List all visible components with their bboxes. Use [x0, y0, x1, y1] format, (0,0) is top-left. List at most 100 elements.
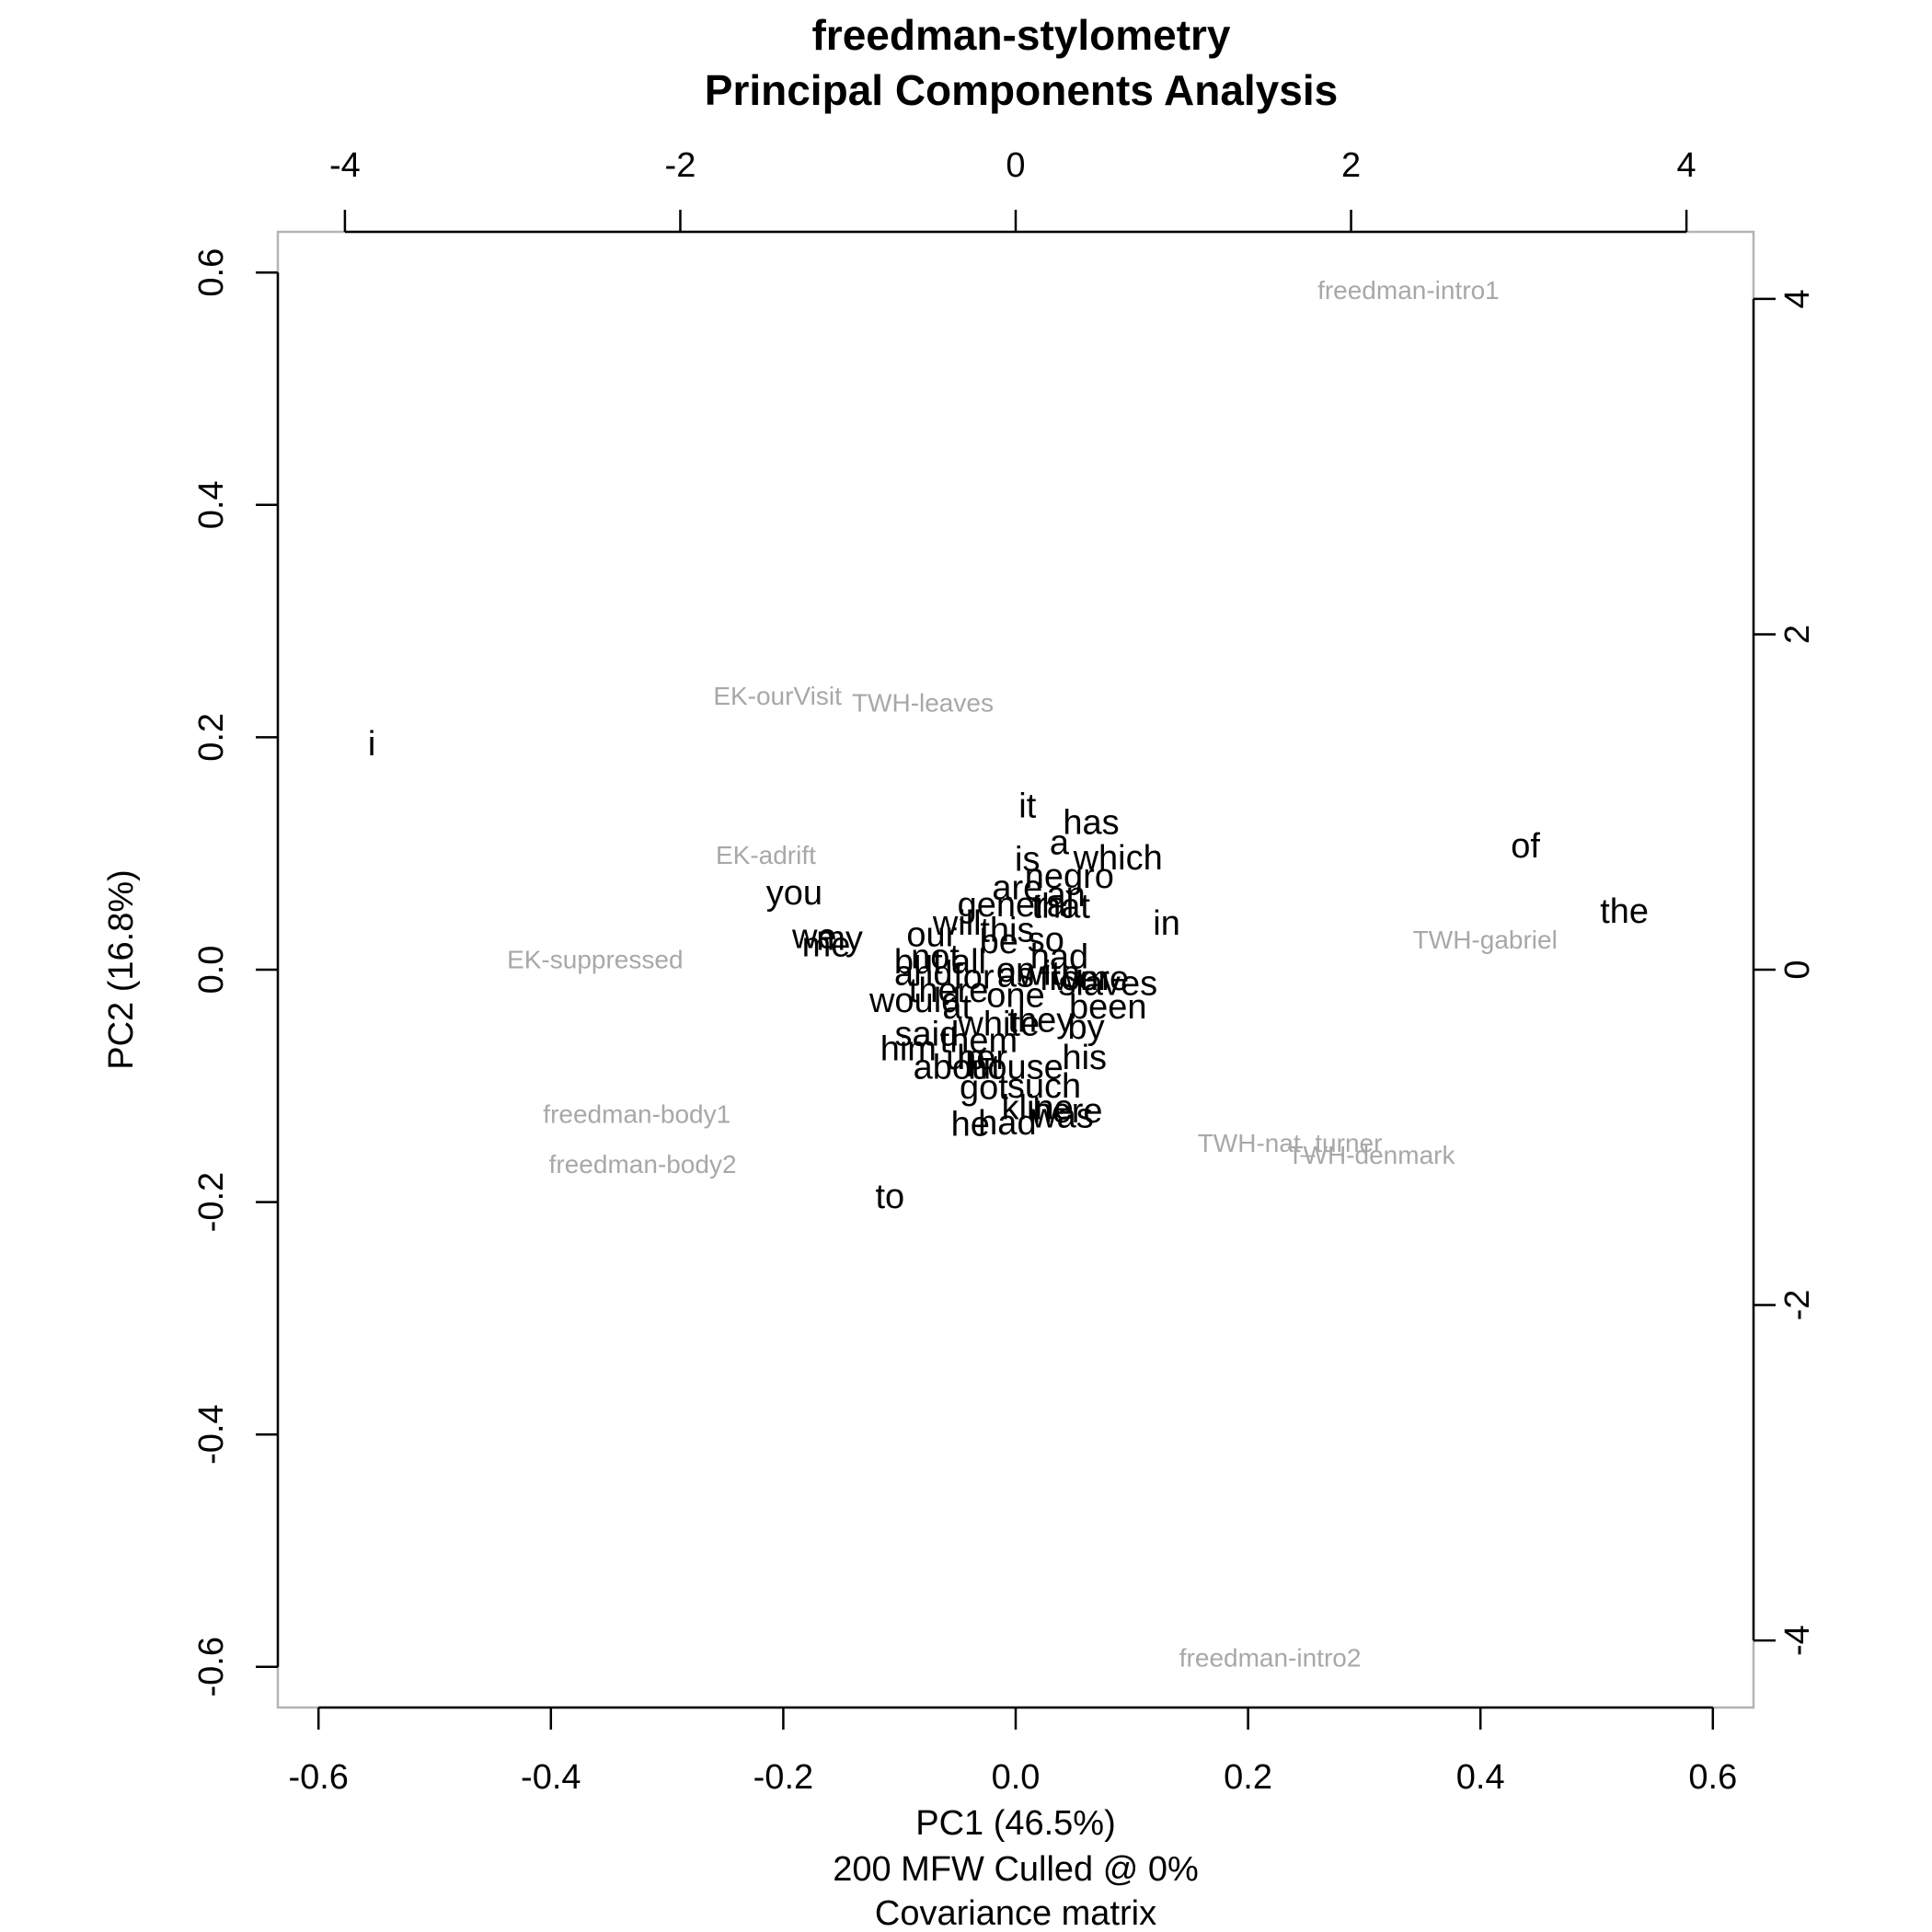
x-axis-subtitle-mfw: 200 MFW Culled @ 0% — [833, 1850, 1199, 1889]
y-tick-label: -0.2 — [192, 1172, 231, 1232]
word-loading: said — [895, 1015, 960, 1053]
word-loading: he — [951, 1106, 990, 1144]
word-loading: at — [942, 988, 972, 1027]
document-point: freedman-intro1 — [1317, 276, 1500, 305]
right-tick-label: 4 — [1778, 289, 1817, 308]
word-loading: are — [992, 869, 1042, 908]
word-loading: it — [1018, 787, 1036, 825]
chart-title: freedman-stylometry — [811, 11, 1230, 59]
word-loading: i — [368, 725, 375, 764]
word-loading: me — [802, 926, 851, 965]
document-point: freedman-body2 — [549, 1150, 737, 1179]
word-loading: slaves — [1058, 965, 1157, 1004]
word-loading: here — [1032, 1092, 1102, 1131]
y-tick-label: 0.6 — [192, 248, 231, 297]
word-loading: on — [996, 951, 1035, 990]
word-loading: by — [1067, 1008, 1104, 1047]
top-axis: -4 -2 0 2 4 — [329, 146, 1696, 234]
word-loading: him — [880, 1030, 937, 1069]
word-loading: an — [1047, 876, 1086, 914]
y-axis-title: PC2 (16.8%) — [102, 869, 141, 1070]
document-point: TWH-gabriel — [1413, 926, 1558, 954]
right-tick-label: -4 — [1778, 1625, 1817, 1656]
top-tick-label: -4 — [329, 146, 361, 185]
word-loading: there — [909, 972, 989, 1010]
word-loading: were — [1052, 960, 1129, 998]
word-loading: been — [1069, 988, 1147, 1027]
right-tick-label: 2 — [1778, 625, 1817, 644]
word-loading: house — [968, 1049, 1064, 1087]
word-loading: had — [1030, 937, 1088, 976]
word-loading: all — [951, 943, 986, 982]
word-loading: was — [1030, 1098, 1094, 1136]
word-loading: they — [1007, 1002, 1074, 1041]
points-layer: freedman-intro1 EK-ourVisit TWH-leaves EK-a… — [368, 276, 1649, 1673]
x-tick-label: -0.4 — [521, 1758, 581, 1797]
document-point: freedman-intro2 — [1179, 1644, 1362, 1673]
y-tick-label: 0.0 — [192, 946, 231, 995]
word-loading: up — [946, 1039, 984, 1077]
document-point: EK-suppressed — [507, 946, 683, 974]
word-loading: not — [911, 937, 960, 976]
word-loading: got — [960, 1069, 1008, 1108]
x-tick-label: -0.6 — [288, 1758, 348, 1797]
word-loading: from — [1040, 960, 1110, 998]
top-tick-label: 0 — [1006, 146, 1025, 185]
word-loading: of — [1511, 827, 1540, 866]
top-tick-label: 2 — [1341, 146, 1361, 185]
x-axis-title: PC1 (46.5%) — [915, 1804, 1116, 1843]
x-tick-label: 0.0 — [992, 1758, 1041, 1797]
word-loading: our — [906, 916, 957, 955]
x-tick-label: 0.4 — [1456, 1758, 1505, 1797]
word-loading: this — [980, 911, 1034, 949]
right-axis: -4 -2 0 2 4 — [1752, 289, 1817, 1656]
word-loading: has — [1063, 804, 1119, 843]
document-point: TWH-nat_turner — [1198, 1129, 1383, 1157]
word-loading: such — [1007, 1067, 1081, 1106]
word-loading: so — [1028, 921, 1064, 960]
x-tick-label: -0.2 — [753, 1758, 813, 1797]
document-point: TWH-denmark — [1287, 1141, 1455, 1169]
document-point: EK-adrift — [716, 841, 816, 869]
x-tick-label: 0.2 — [1224, 1758, 1272, 1797]
chart-subtitle: Principal Components Analysis — [705, 66, 1338, 114]
word-loading: with — [1018, 955, 1081, 994]
x-axis-subtitle-matrix: Covariance matrix — [875, 1894, 1156, 1932]
bottom-axis: -0.6 -0.4 -0.2 0.0 0.2 0.4 0.6 — [288, 1706, 1737, 1797]
y-tick-label: -0.6 — [192, 1637, 231, 1696]
word-loading: kline — [1002, 1088, 1074, 1127]
word-loading: about — [914, 1049, 1002, 1087]
word-loading: that — [1032, 888, 1091, 926]
right-tick-label: 0 — [1778, 960, 1817, 979]
document-point: TWH-leaves — [852, 689, 994, 718]
top-tick-label: -2 — [665, 146, 696, 185]
document-point: freedman-body1 — [543, 1100, 730, 1129]
word-loading: general — [958, 886, 1075, 925]
right-tick-label: -2 — [1778, 1290, 1817, 1321]
word-loading: had — [978, 1104, 1036, 1143]
word-loading: as — [997, 956, 1034, 995]
left-axis: -0.6 -0.4 -0.2 0.0 0.2 0.4 0.6 — [192, 248, 280, 1697]
y-tick-label: 0.4 — [192, 480, 231, 529]
word-loading: is — [1015, 841, 1040, 880]
x-tick-label: 0.6 — [1688, 1758, 1737, 1797]
word-loading: his — [1062, 1039, 1107, 1077]
word-loading: but — [894, 943, 943, 982]
word-loading: white — [957, 1005, 1040, 1043]
word-loading: and — [894, 955, 952, 994]
word-loading: my — [816, 919, 863, 958]
word-loading: her — [957, 1039, 1007, 1077]
word-loading: you — [766, 874, 822, 913]
top-tick-label: 4 — [1677, 146, 1696, 185]
word-loading: negro — [1025, 857, 1114, 896]
y-tick-label: -0.4 — [192, 1404, 231, 1464]
word-loading: we — [791, 918, 837, 957]
word-loading: them — [940, 1022, 1018, 1061]
word-loading: a — [1050, 823, 1070, 862]
word-loading: be — [980, 923, 1018, 961]
word-loading: the — [1600, 892, 1649, 931]
word-loading: in — [1153, 904, 1180, 943]
word-loading: for — [953, 958, 995, 996]
word-loading: to — [875, 1178, 904, 1216]
